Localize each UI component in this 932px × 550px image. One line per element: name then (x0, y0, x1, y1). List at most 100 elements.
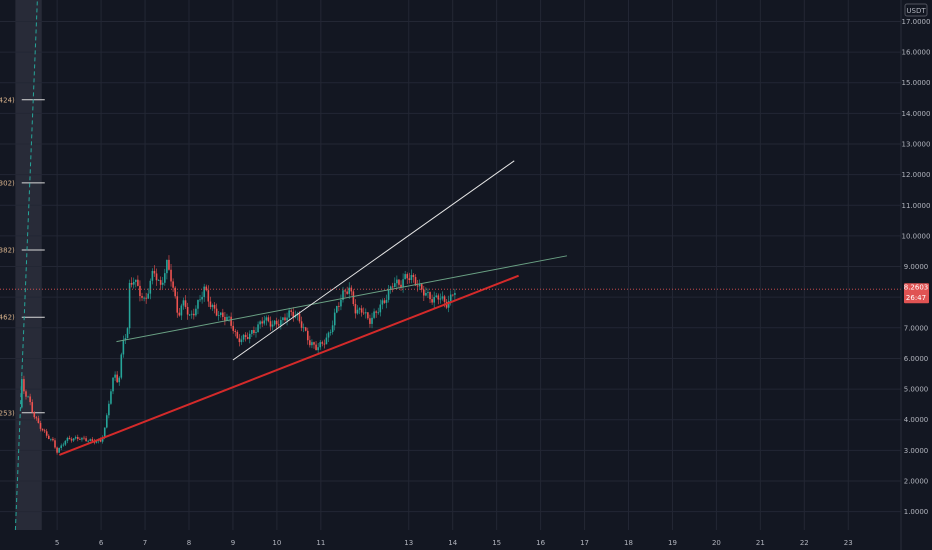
candle-body (410, 274, 413, 280)
candle-body (354, 304, 357, 314)
candle-body (180, 305, 183, 316)
candle-body (101, 437, 104, 442)
current-price-badge-box (904, 283, 929, 304)
candle-body (423, 289, 425, 296)
candle-body (81, 437, 83, 440)
x-tick-label: 5 (55, 539, 59, 547)
candle-body (408, 278, 411, 280)
candle-body (369, 318, 371, 324)
candle-body (273, 320, 276, 325)
candle-body (449, 294, 452, 302)
candle-body (89, 439, 92, 441)
candle-body (313, 342, 315, 345)
candle-body (64, 440, 67, 445)
candle-body (263, 320, 266, 324)
candle-body (139, 285, 141, 297)
y-tick-label: 1.0000 (904, 508, 929, 516)
candle-body (385, 299, 388, 303)
candle-body (244, 334, 247, 338)
candle-body (33, 412, 36, 418)
candle-body (290, 310, 293, 312)
x-tick-label: 10 (272, 539, 281, 547)
candle-body (62, 444, 65, 446)
candle-body (21, 379, 23, 408)
candle-body (103, 427, 106, 438)
candle-body (414, 277, 417, 286)
candle-body (391, 286, 394, 288)
candle-body (52, 438, 54, 441)
candle-body (259, 321, 261, 325)
candle-body (277, 324, 280, 326)
fib-level-label: 0.382(11.7302) (0, 179, 15, 187)
candle-body (327, 332, 330, 338)
candle-body (74, 437, 77, 439)
x-tick-label: 18 (624, 539, 633, 547)
candle-body (203, 286, 205, 297)
candle-body (124, 338, 127, 340)
candle-body (91, 439, 94, 441)
currency-badge[interactable]: USDT (904, 3, 928, 17)
candle-body (215, 308, 218, 316)
x-tick-label: 9 (231, 539, 235, 547)
price-axis[interactable]: USDT (900, 0, 932, 550)
price-axis-background (901, 0, 932, 550)
candle-body (23, 379, 25, 392)
candle-body (157, 280, 160, 281)
candle-body (255, 332, 257, 333)
candle-body (116, 374, 118, 383)
candle-body (358, 308, 361, 310)
candle-body (27, 396, 29, 398)
candle-body (137, 279, 139, 286)
candle-body (159, 280, 162, 285)
x-tick-label: 15 (492, 539, 501, 547)
candle-body (342, 290, 344, 300)
candle-body (257, 324, 259, 333)
candle-body (238, 338, 241, 343)
candle-body (68, 437, 71, 440)
candle-body (311, 342, 313, 346)
candle-body (373, 311, 375, 318)
candle-body (431, 299, 433, 303)
candle-body (348, 287, 351, 294)
x-tick-label: 7 (143, 539, 147, 547)
y-tick-label: 6.0000 (904, 355, 929, 363)
x-tick-label: 21 (756, 539, 765, 547)
candle-body (164, 273, 166, 283)
candle-body (219, 312, 222, 315)
projection-line[interactable] (14, 0, 38, 531)
x-tick-label: 23 (844, 539, 853, 547)
candle-body (130, 282, 133, 285)
currency-badge-box (904, 3, 928, 17)
trendline-steep[interactable] (232, 160, 515, 361)
candle-body (186, 306, 189, 315)
candle-body (344, 290, 346, 292)
candle-body (319, 342, 322, 348)
candle-body (454, 292, 456, 295)
candle-body (56, 447, 58, 453)
candle-body (416, 285, 419, 287)
candle-body (329, 332, 332, 333)
x-tick-label: 22 (800, 539, 809, 547)
candle-body (300, 321, 303, 328)
candle-body (172, 281, 174, 288)
x-tick-label: 8 (187, 539, 191, 547)
candle-body (170, 269, 172, 282)
candle-body (362, 312, 365, 314)
fib-level-label: 0.5(9.5382) (0, 247, 15, 255)
trendline-upper-channel[interactable] (116, 255, 568, 343)
candle-body (230, 316, 232, 326)
candle-body (271, 324, 274, 327)
y-tick-label: 16.0000 (902, 49, 931, 57)
candle-body (437, 295, 440, 300)
candle-body (47, 435, 50, 440)
candle-body (400, 284, 402, 288)
candles-layer (21, 255, 456, 455)
trendline-support[interactable] (58, 274, 519, 456)
y-tick-label: 9.0000 (904, 263, 929, 271)
candle-body (211, 304, 214, 308)
candle-body (41, 428, 44, 431)
trendlines-layer (0, 0, 901, 531)
candle-body (151, 270, 154, 281)
candle-body (306, 330, 309, 341)
